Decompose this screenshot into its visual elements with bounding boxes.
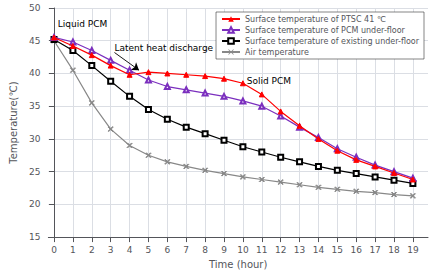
svg-text:Surface temperature of PTSC 41: Surface temperature of PTSC 41 ℃ — [245, 15, 386, 24]
svg-text:25: 25 — [29, 167, 40, 177]
svg-text:8: 8 — [202, 245, 208, 255]
svg-text:2: 2 — [89, 245, 95, 255]
svg-text:45: 45 — [29, 36, 40, 46]
svg-text:Solid PCM: Solid PCM — [247, 76, 291, 86]
svg-text:1: 1 — [70, 245, 76, 255]
svg-text:0: 0 — [51, 245, 57, 255]
svg-text:30: 30 — [29, 134, 41, 144]
svg-text:9: 9 — [221, 245, 227, 255]
svg-text:15: 15 — [29, 232, 40, 242]
svg-text:40: 40 — [29, 68, 41, 78]
svg-text:17: 17 — [369, 245, 380, 255]
svg-text:5: 5 — [146, 245, 152, 255]
svg-text:19: 19 — [407, 245, 419, 255]
svg-text:Time (hour): Time (hour) — [208, 259, 267, 270]
svg-text:Temperature(℃): Temperature(℃) — [8, 81, 19, 164]
svg-text:11: 11 — [256, 245, 267, 255]
svg-text:Surface temperature of PCM und: Surface temperature of PCM under-floor — [245, 26, 406, 35]
svg-text:10: 10 — [237, 245, 249, 255]
svg-text:4: 4 — [127, 245, 133, 255]
svg-text:12: 12 — [275, 245, 286, 255]
svg-text:35: 35 — [29, 101, 40, 111]
svg-text:3: 3 — [108, 245, 114, 255]
svg-text:6: 6 — [164, 245, 170, 255]
svg-text:16: 16 — [350, 245, 362, 255]
svg-text:18: 18 — [388, 245, 400, 255]
svg-text:20: 20 — [29, 199, 41, 209]
svg-text:15: 15 — [332, 245, 343, 255]
svg-text:Latent heat discharge: Latent heat discharge — [114, 43, 213, 53]
svg-text:Surface temperature of existin: Surface temperature of existing under-fl… — [245, 37, 420, 46]
svg-text:14: 14 — [313, 245, 325, 255]
svg-text:7: 7 — [183, 245, 189, 255]
svg-text:Liquid PCM: Liquid PCM — [58, 19, 107, 29]
svg-text:50: 50 — [29, 3, 41, 13]
svg-text:Air temperature: Air temperature — [245, 48, 309, 57]
svg-text:13: 13 — [294, 245, 305, 255]
